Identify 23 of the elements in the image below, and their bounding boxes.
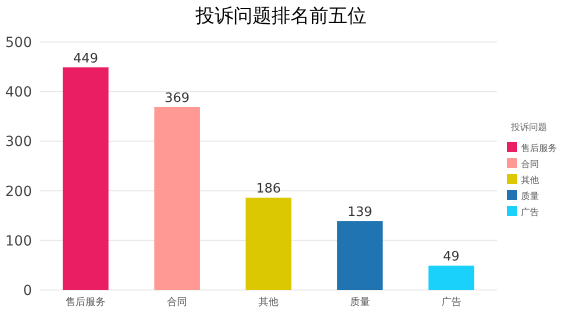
y-tick-label: 0: [23, 283, 32, 299]
data-label: 139: [347, 205, 372, 220]
legend-label: 售后服务: [521, 143, 557, 154]
y-tick-label: 400: [5, 84, 32, 101]
legend-label: 合同: [521, 159, 539, 170]
legend-title: 投诉问题: [510, 122, 547, 133]
y-tick-label: 300: [5, 134, 32, 150]
legend-label: 质量: [521, 191, 539, 202]
y-tick-label: 500: [5, 35, 32, 51]
legend-label: 广告: [521, 207, 539, 218]
chart-title: 投诉问题排名前五位: [194, 5, 366, 27]
x-tick-label: 质量: [350, 296, 370, 308]
y-tick-label: 100: [5, 233, 32, 250]
data-label: 186: [256, 182, 281, 197]
y-tick-label: 200: [5, 184, 32, 200]
legend-label: 其他: [521, 175, 539, 186]
x-tick-label: 合同: [167, 296, 188, 308]
data-label: 449: [73, 51, 98, 66]
x-tick-label: 售后服务: [66, 296, 106, 308]
data-label: 49: [443, 250, 460, 265]
x-tick-label: 广告: [441, 296, 462, 308]
data-label: 369: [164, 90, 190, 106]
x-tick-label: 其他: [258, 296, 278, 308]
